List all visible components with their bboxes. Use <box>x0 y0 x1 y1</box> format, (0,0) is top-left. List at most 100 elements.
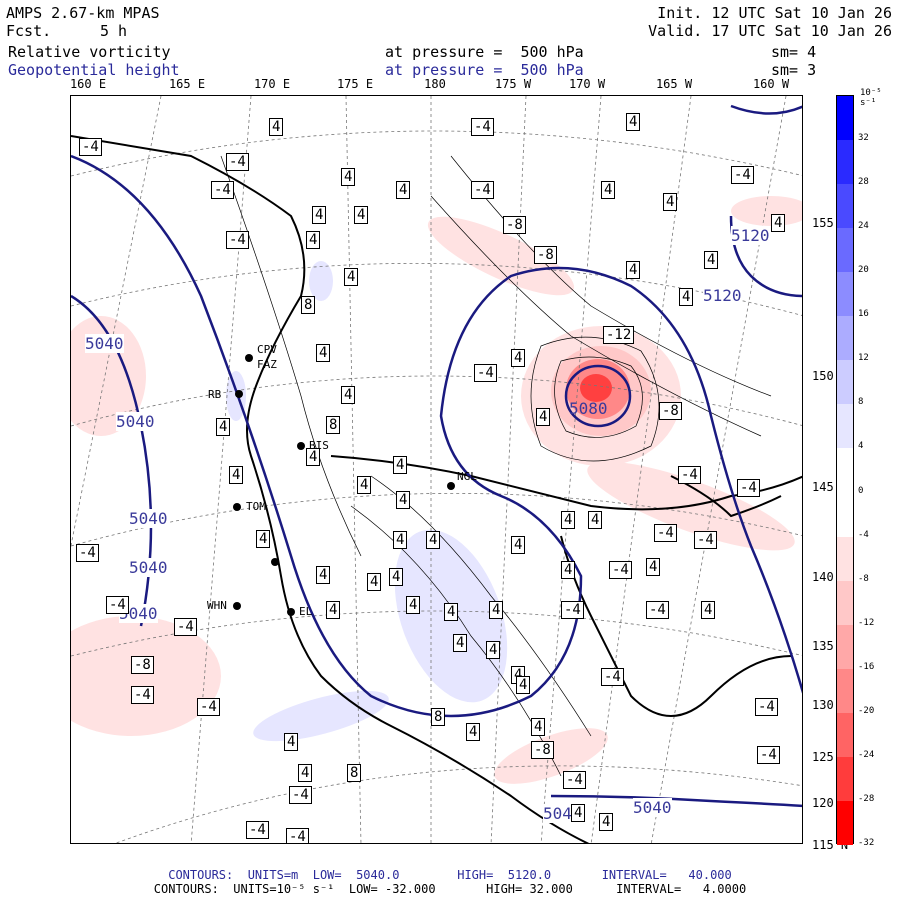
vorticity-contour-label: 4 <box>531 718 546 736</box>
colorbar-swatch <box>837 316 853 361</box>
colorbar-swatch <box>837 492 853 537</box>
colorbar-swatch <box>837 756 853 801</box>
vorticity-contour-label: -4 <box>286 828 309 843</box>
vorticity-contour-label: 4 <box>389 568 404 586</box>
vorticity-contour-label: 4 <box>341 386 356 404</box>
vorticity-contour-label: 4 <box>396 491 411 509</box>
vorticity-contour-label: 4 <box>511 536 526 554</box>
colorbar-swatch <box>837 184 853 229</box>
vorticity-contour-label: 4 <box>316 566 331 584</box>
vorticity-contour-label: 4 <box>284 733 299 751</box>
vorticity-contour-label: 8 <box>326 416 341 434</box>
colorbar-label: 32 <box>858 133 869 144</box>
colorbar-label: -16 <box>858 661 875 672</box>
colorbar-swatch <box>837 536 853 581</box>
vorticity-contour-label: 4 <box>306 231 321 249</box>
colorbar-label: -28 <box>858 793 875 804</box>
colorbar-label: -32 <box>858 838 875 848</box>
vorticity-contour-label: -4 <box>76 544 99 562</box>
vorticity-contour-label: -4 <box>609 561 632 579</box>
colorbar-label: 24 <box>858 221 869 232</box>
forecast-hour: 5 h <box>100 22 128 40</box>
map-panel[interactable]: CPV FAZ RB BIS NGL TOM WHN EL 5040 5040 … <box>70 95 803 844</box>
vorticity-contour-label: 4 <box>466 723 481 741</box>
colorbar-swatch <box>837 580 853 625</box>
station-label: CPV <box>257 343 277 356</box>
vorticity-contour-label: 4 <box>354 206 369 224</box>
vorticity-contour-label: -4 <box>646 601 669 619</box>
vorticity-contour-label: 4 <box>396 181 411 199</box>
vorticity-contour-label: -4 <box>471 181 494 199</box>
model-title: AMPS 2.67-km MPAS <box>6 4 160 22</box>
colorbar-swatch <box>837 140 853 185</box>
vorticity-contour-label: 4 <box>626 113 641 131</box>
vorticity-contour-label: -4 <box>654 524 677 542</box>
height-label: 5040 <box>633 798 672 817</box>
vorticity-contour-label: -4 <box>737 479 760 497</box>
vorticity-contour-label: -8 <box>534 246 557 264</box>
vorticity-contour-label: -4 <box>471 118 494 136</box>
vorticity-contour-label: -4 <box>226 153 249 171</box>
colorbar-unit: 10⁻⁵ s⁻¹ <box>860 88 882 108</box>
vorticity-contour-label: 4 <box>367 573 382 591</box>
vorticity-contour-label: -8 <box>131 656 154 674</box>
vorticity-contour-label: 4 <box>646 558 661 576</box>
height-label: 5040 <box>116 412 155 431</box>
colorbar-label: 16 <box>858 309 869 320</box>
vorticity-contour-info: CONTOURS: UNITS=10⁻⁵ s⁻¹ LOW= -32.000 HI… <box>153 882 747 896</box>
valid-time: Valid. 17 UTC Sat 10 Jan 26 <box>648 22 892 40</box>
vorticity-contour-label: -4 <box>561 601 584 619</box>
colorbar-swatch <box>837 360 853 405</box>
colorbar-label: 28 <box>858 177 869 188</box>
colorbar-label: -4 <box>858 529 869 540</box>
vorticity-contour-label: 4 <box>406 596 421 614</box>
vorticity-contour-label: -4 <box>563 771 586 789</box>
vorticity-contour-label: 8 <box>347 764 362 782</box>
colorbar-label: 20 <box>858 265 869 276</box>
field2-level: at pressure = 500 hPa <box>385 61 584 79</box>
vorticity-contour-label: 4 <box>571 804 586 822</box>
vorticity-contour-label: 4 <box>536 408 551 426</box>
vorticity-contour-label: 8 <box>301 296 316 314</box>
colorbar-swatch <box>837 712 853 757</box>
vorticity-contour-label: -8 <box>659 402 682 420</box>
vorticity-contour-label: -4 <box>731 166 754 184</box>
colorbar-label: 4 <box>858 441 864 452</box>
vorticity-contour-label: -4 <box>197 698 220 716</box>
height-label: 5040 <box>129 509 168 528</box>
vorticity-contour-label: 4 <box>344 268 359 286</box>
vorticity-contour-label: 4 <box>561 561 576 579</box>
vorticity-contour-label: 4 <box>312 206 327 224</box>
height-label: 5040 <box>85 334 124 353</box>
colorbar-swatch <box>837 404 853 449</box>
colorbar-label: -24 <box>858 749 875 760</box>
colorbar-swatch <box>837 96 853 141</box>
map-canvas <box>71 96 802 843</box>
longitude-label: 180 <box>424 77 446 91</box>
vorticity-contour-label: 4 <box>306 448 321 466</box>
vorticity-shading <box>71 196 802 784</box>
forecast-label: Fcst. <box>6 22 52 40</box>
vorticity-contour-label: 4 <box>704 251 719 269</box>
station-label: RB <box>208 388 222 401</box>
station-label: TOM <box>246 500 266 513</box>
init-time: Init. 12 UTC Sat 10 Jan 26 <box>657 4 892 22</box>
station-label: FAZ <box>257 358 277 371</box>
colorbar-label: -20 <box>858 705 875 716</box>
longitude-label: 170 W <box>568 77 606 91</box>
vorticity-contour-label: 4 <box>444 603 459 621</box>
colorbar-label: -12 <box>858 617 875 628</box>
vorticity-contour-label: -4 <box>474 364 497 382</box>
field1-level: at pressure = 500 hPa <box>385 43 584 61</box>
vorticity-contour-label: 4 <box>516 676 531 694</box>
station-markers <box>233 354 455 616</box>
colorbar-label: 12 <box>858 353 869 364</box>
colorbar-label: 8 <box>858 397 864 408</box>
height-label: 5040 <box>129 558 168 577</box>
vorticity-contour-label: 4 <box>256 530 271 548</box>
vorticity-contour-label: 4 <box>701 601 716 619</box>
vorticity-contour-label: 4 <box>341 168 356 186</box>
vorticity-contour-label: 4 <box>426 531 441 549</box>
vorticity-contour-label: 4 <box>626 261 641 279</box>
height-label: 5120 <box>731 226 770 245</box>
